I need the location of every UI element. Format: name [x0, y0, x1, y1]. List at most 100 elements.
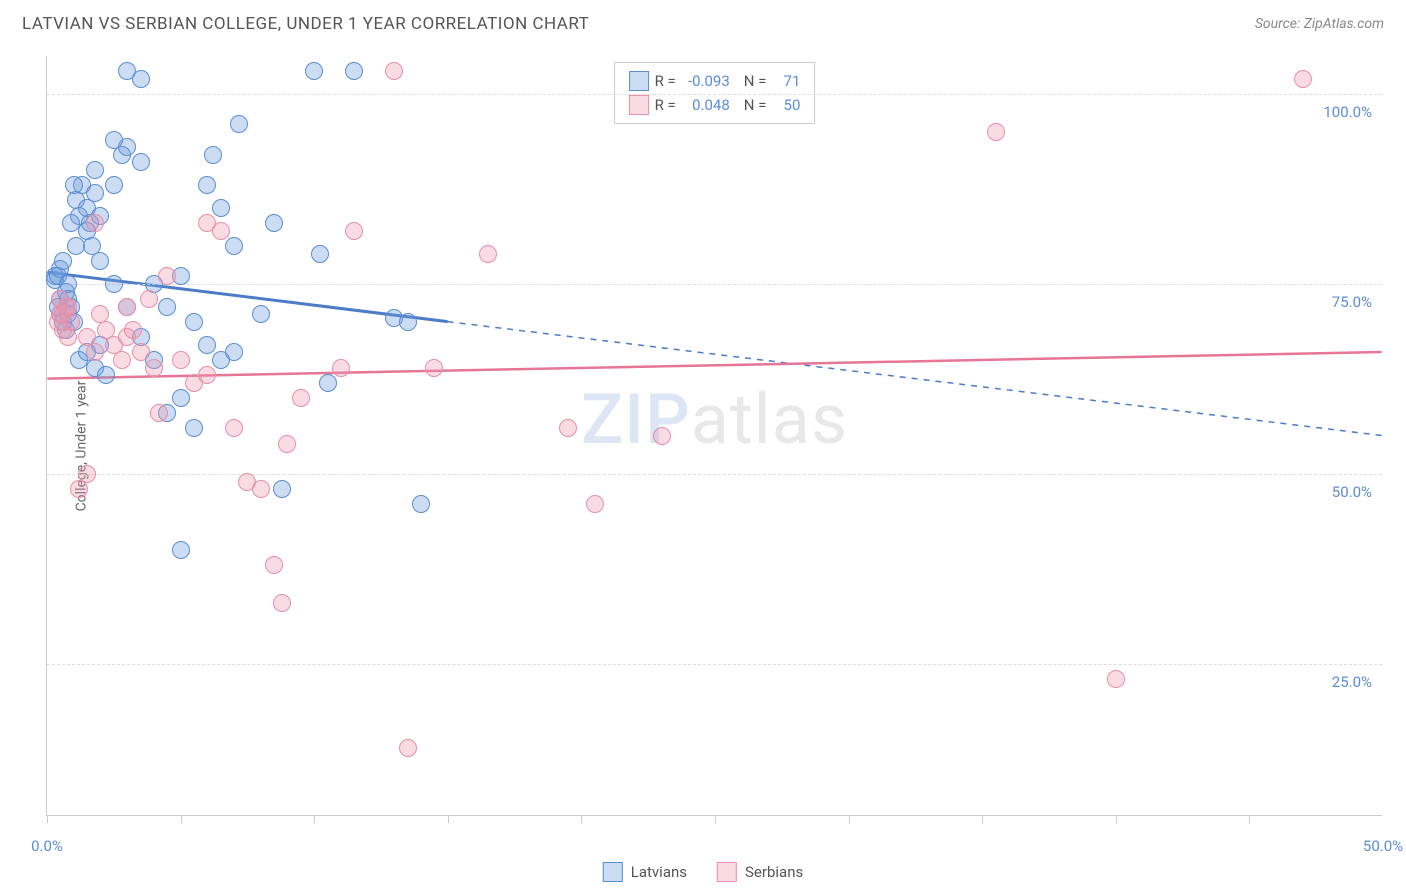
data-point: [91, 252, 109, 270]
data-point: [124, 321, 142, 339]
data-point: [140, 290, 158, 308]
data-point: [212, 199, 230, 217]
series-legend-item-latvians: Latvians: [603, 862, 687, 882]
data-point: [145, 359, 163, 377]
data-point: [172, 351, 190, 369]
y-tick-label: 75.0%: [1332, 293, 1372, 311]
legend-swatch-latvians: [629, 71, 649, 91]
legend-r-value-serbians: 0.048: [682, 93, 730, 117]
series-swatch-serbians: [717, 862, 737, 882]
series-legend: Latvians Serbians: [603, 862, 803, 882]
data-point: [345, 62, 363, 80]
data-point: [118, 138, 136, 156]
gridline: [47, 94, 1382, 95]
data-point: [86, 214, 104, 232]
data-point: [158, 298, 176, 316]
gridline: [47, 664, 1382, 665]
data-point: [105, 176, 123, 194]
data-point: [586, 495, 604, 513]
legend-r-value-latvians: -0.093: [682, 69, 730, 93]
data-point: [198, 366, 216, 384]
data-point: [225, 237, 243, 255]
data-point: [305, 62, 323, 80]
data-point: [59, 298, 77, 316]
data-point: [653, 427, 671, 445]
data-point: [185, 419, 203, 437]
data-point: [230, 115, 248, 133]
series-swatch-latvians: [603, 862, 623, 882]
y-tick-label: 25.0%: [1332, 673, 1372, 691]
data-point: [185, 313, 203, 331]
chart-plot-area: ZIPatlas R = -0.093 N = 71 R = 0.048 N =…: [46, 56, 1382, 816]
data-point: [225, 419, 243, 437]
legend-r-label: R =: [655, 69, 676, 93]
x-tick-mark: [1116, 815, 1117, 823]
data-point: [252, 480, 270, 498]
legend-n-label: N =: [744, 93, 767, 117]
data-point: [273, 594, 291, 612]
data-point: [204, 146, 222, 164]
data-point: [67, 237, 85, 255]
watermark-part-2: atlas: [691, 379, 848, 461]
x-tick-mark: [181, 815, 182, 823]
data-point: [479, 245, 497, 263]
data-point: [332, 359, 350, 377]
x-tick-mark: [314, 815, 315, 823]
data-point: [132, 153, 150, 171]
x-tick-label: 50.0%: [1363, 837, 1403, 855]
data-point: [319, 374, 337, 392]
legend-swatch-serbians: [629, 95, 649, 115]
data-point: [113, 351, 131, 369]
data-point: [65, 176, 83, 194]
data-point: [118, 298, 136, 316]
data-point: [425, 359, 443, 377]
correlation-legend: R = -0.093 N = 71 R = 0.048 N = 50: [614, 62, 816, 124]
legend-n-label: N =: [744, 69, 767, 93]
data-point: [62, 214, 80, 232]
data-point: [399, 739, 417, 757]
data-point: [86, 161, 104, 179]
data-point: [399, 313, 417, 331]
legend-n-value-latvians: 71: [772, 69, 800, 93]
data-point: [412, 495, 430, 513]
data-point: [311, 245, 329, 263]
data-point: [59, 328, 77, 346]
x-tick-label: 0.0%: [31, 837, 63, 855]
data-point: [987, 123, 1005, 141]
data-point: [265, 214, 283, 232]
data-point: [54, 252, 72, 270]
data-point: [1294, 70, 1312, 88]
data-point: [132, 70, 150, 88]
chart-source: Source: ZipAtlas.com: [1255, 16, 1384, 32]
data-point: [198, 336, 216, 354]
data-point: [105, 275, 123, 293]
x-tick-mark: [47, 815, 48, 823]
legend-n-value-serbians: 50: [772, 93, 800, 117]
data-point: [86, 184, 104, 202]
legend-row-serbians: R = 0.048 N = 50: [629, 93, 801, 117]
data-point: [198, 176, 216, 194]
data-point: [278, 435, 296, 453]
y-tick-label: 50.0%: [1332, 483, 1372, 501]
data-point: [78, 465, 96, 483]
data-point: [345, 222, 363, 240]
data-point: [158, 267, 176, 285]
x-tick-mark: [982, 815, 983, 823]
data-point: [1107, 670, 1125, 688]
data-point: [265, 556, 283, 574]
y-tick-label: 100.0%: [1323, 103, 1372, 121]
watermark: ZIPatlas: [581, 379, 848, 461]
series-label-serbians: Serbians: [745, 863, 803, 881]
data-point: [292, 389, 310, 407]
chart-title: LATVIAN VS SERBIAN COLLEGE, UNDER 1 YEAR…: [22, 14, 589, 34]
x-tick-mark: [849, 815, 850, 823]
data-point: [273, 480, 291, 498]
data-point: [225, 343, 243, 361]
data-point: [132, 343, 150, 361]
data-point: [252, 305, 270, 323]
x-tick-mark: [448, 815, 449, 823]
data-point: [212, 222, 230, 240]
x-tick-mark: [1249, 815, 1250, 823]
data-point: [86, 343, 104, 361]
data-point: [559, 419, 577, 437]
